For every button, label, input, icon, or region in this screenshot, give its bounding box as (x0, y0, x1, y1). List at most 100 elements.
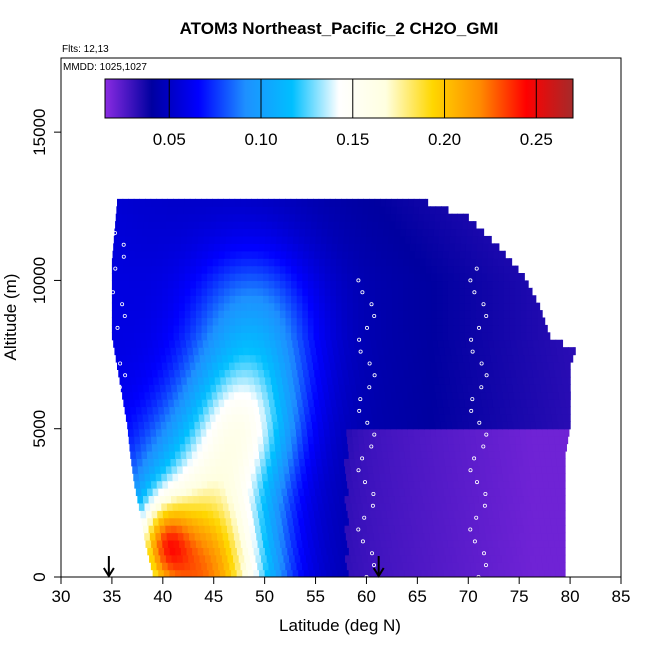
heatmap-cell (155, 473, 162, 482)
heatmap-cell (555, 339, 562, 348)
heatmap-cell (296, 265, 303, 274)
heatmap-cell (489, 413, 497, 422)
heatmap-cell (173, 258, 180, 267)
heatmap-cell (290, 502, 297, 511)
heatmap-cell (458, 361, 465, 370)
heatmap-cell (328, 465, 335, 474)
heatmap-cell (481, 332, 488, 341)
heatmap-cell (379, 421, 386, 430)
heatmap-cell (292, 569, 299, 577)
flight-track-point (109, 349, 114, 354)
heatmap-cell (371, 406, 378, 415)
heatmap-cell (567, 376, 571, 385)
heatmap-cell (153, 458, 160, 467)
heatmap-cell (187, 413, 194, 422)
heatmap-cell (221, 465, 229, 474)
heatmap-cell (469, 428, 476, 437)
flight-track-point (372, 432, 377, 437)
heatmap-cell (412, 421, 419, 430)
heatmap-cell (268, 399, 276, 408)
heatmap-cell (363, 480, 371, 489)
heatmap-cell (544, 569, 551, 577)
heatmap-cell (253, 517, 260, 526)
heatmap-cell (531, 332, 539, 341)
heatmap-cell (452, 391, 459, 400)
heatmap-cell (133, 428, 140, 437)
heatmap-cell (149, 554, 156, 563)
heatmap-cell (411, 221, 419, 230)
heatmap-cell (341, 539, 348, 548)
heatmap-cell (195, 265, 203, 274)
heatmap-cell (229, 302, 236, 311)
heatmap-cell (186, 235, 193, 244)
heatmap-cell (268, 287, 275, 296)
heatmap-cell (218, 280, 225, 289)
heatmap-cell (358, 280, 365, 289)
heatmap-cell (332, 228, 340, 237)
heatmap-cell (355, 221, 363, 230)
heatmap-cell (162, 258, 169, 267)
heatmap-cell (509, 273, 516, 282)
heatmap-cell (442, 265, 449, 274)
heatmap-cell (294, 221, 301, 230)
heatmap-cell (347, 302, 354, 311)
heatmap-cell (495, 525, 502, 534)
heatmap-cell (513, 421, 520, 430)
heatmap-cell (447, 539, 455, 548)
heatmap-cell (179, 436, 186, 445)
heatmap-cell (522, 517, 529, 526)
heatmap-cell (334, 421, 341, 430)
heatmap-cell (371, 517, 378, 526)
heatmap-cell (137, 384, 144, 393)
heatmap-cell (449, 547, 456, 556)
heatmap-cell (150, 391, 157, 400)
heatmap-cell (404, 450, 411, 459)
flight-track-point (107, 278, 112, 283)
heatmap-cell (352, 310, 359, 319)
heatmap-cell (488, 569, 495, 577)
heatmap-cell (508, 391, 515, 400)
heatmap-cell (307, 295, 315, 304)
heatmap-cell (128, 198, 135, 207)
heatmap-cell (274, 250, 282, 259)
heatmap-cell (340, 391, 347, 400)
arrow-markers (103, 556, 385, 578)
heatmap-cell (218, 324, 225, 333)
heatmap-cell (156, 332, 163, 341)
heatmap-cell (263, 287, 270, 296)
heatmap-cell (396, 428, 403, 437)
heatmap-cell (278, 532, 285, 541)
heatmap-cell (122, 361, 129, 370)
heatmap-cell (535, 384, 542, 393)
heatmap-cell (378, 525, 385, 534)
heatmap-cell (309, 569, 316, 577)
heatmap-cell (509, 310, 516, 319)
heatmap-cell (143, 465, 150, 474)
heatmap-cell (542, 502, 549, 511)
heatmap-cell (117, 295, 124, 304)
heatmap-cell (322, 525, 329, 534)
heatmap-cell (547, 532, 554, 541)
heatmap-cell (256, 532, 263, 541)
heatmap-cell (190, 539, 197, 548)
heatmap-cell (543, 317, 546, 326)
heatmap-cell (498, 399, 505, 408)
heatmap-cell (333, 554, 341, 563)
heatmap-cell (231, 406, 238, 415)
heatmap-cell (298, 517, 305, 526)
heatmap-cell (402, 502, 409, 511)
heatmap-cell (158, 547, 165, 556)
heatmap-cell (324, 295, 331, 304)
heatmap-cell (145, 324, 152, 333)
heatmap-cell (393, 243, 400, 252)
heatmap-cell (460, 517, 468, 526)
heatmap-cell (125, 228, 132, 237)
heatmap-cell (358, 273, 365, 282)
heatmap-cell (550, 376, 557, 385)
heatmap-cell (222, 532, 229, 541)
heatmap-cell (458, 473, 465, 482)
heatmap-cell (419, 428, 426, 437)
heatmap-cell (557, 384, 564, 393)
heatmap-cell (509, 258, 513, 267)
heatmap-cell (190, 480, 197, 489)
